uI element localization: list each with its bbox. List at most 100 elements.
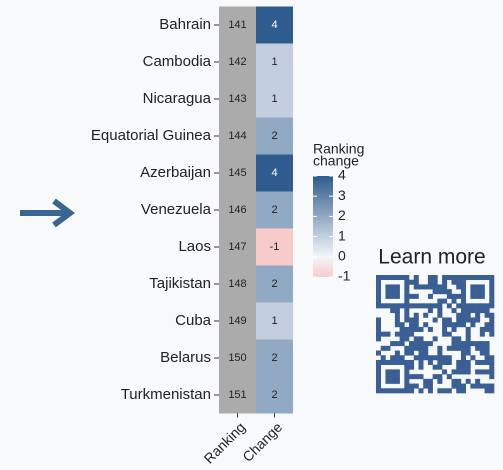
- ranking-cell: [219, 43, 256, 81]
- qr-module: [423, 355, 429, 361]
- qr-module: [456, 336, 462, 342]
- qr-module: [376, 275, 382, 281]
- qr-module: [432, 279, 438, 285]
- qr-module: [484, 312, 490, 318]
- legend-tick-label: 4: [338, 167, 346, 183]
- qr-module: [484, 355, 490, 361]
- qr-module: [489, 359, 495, 365]
- legend-title: change: [313, 153, 359, 169]
- qr-module: [437, 303, 443, 309]
- qr-module: [409, 331, 415, 337]
- qr-module: [489, 369, 495, 375]
- qr-module: [456, 293, 462, 299]
- qr-module: [460, 312, 466, 318]
- qr-module: [385, 284, 391, 290]
- qr-module: [460, 355, 466, 361]
- qr-module: [432, 355, 438, 361]
- ranking-label: 146: [228, 204, 246, 216]
- qr-module: [465, 308, 471, 314]
- qr-module: [446, 374, 452, 380]
- qr-module: [390, 293, 396, 299]
- qr-module: [460, 364, 466, 370]
- qr-module: [456, 312, 462, 318]
- qr-module: [404, 303, 410, 309]
- qr-module: [437, 364, 443, 370]
- qr-module: [451, 279, 457, 285]
- qr-module: [385, 345, 391, 351]
- qr-module: [385, 303, 391, 309]
- qr-module: [489, 312, 495, 318]
- qr-module: [460, 369, 466, 375]
- qr-module: [446, 345, 452, 351]
- y-tick-label: Venezuela: [141, 201, 212, 218]
- qr-module: [418, 326, 424, 332]
- qr-module: [460, 350, 466, 356]
- y-tick-label: Cuba: [175, 312, 212, 329]
- qr-module: [427, 383, 433, 389]
- qr-module: [427, 378, 433, 384]
- qr-module: [376, 383, 382, 389]
- qr-module: [394, 355, 400, 361]
- qr-module: [475, 341, 481, 347]
- qr-module: [446, 275, 452, 281]
- qr-module: [432, 317, 438, 323]
- qr-module: [427, 284, 433, 290]
- qr-module: [489, 326, 495, 332]
- qr-module: [475, 369, 481, 375]
- qr-module: [460, 289, 466, 295]
- qr-module: [475, 303, 481, 309]
- qr-module: [390, 355, 396, 361]
- qr-module: [489, 364, 495, 370]
- qr-module: [413, 322, 419, 328]
- qr-module: [460, 279, 466, 285]
- qr-module: [409, 322, 415, 328]
- qr-module: [442, 298, 448, 304]
- qr-module: [399, 355, 405, 361]
- qr-module: [470, 383, 476, 389]
- ranking-label: 148: [228, 278, 246, 290]
- qr-module: [418, 350, 424, 356]
- qr-module: [479, 293, 485, 299]
- y-tick-label: Laos: [178, 238, 211, 255]
- qr-module: [451, 322, 457, 328]
- qr-module: [442, 359, 448, 365]
- qr-module: [390, 359, 396, 365]
- qr-module: [404, 378, 410, 384]
- qr-module: [475, 275, 481, 281]
- qr-module: [442, 275, 448, 281]
- qr-module: [409, 364, 415, 370]
- ranking-label: 145: [228, 167, 246, 179]
- qr-module: [394, 350, 400, 356]
- qr-module: [418, 341, 424, 347]
- qr-module: [394, 331, 400, 337]
- qr-module: [451, 345, 457, 351]
- qr-module: [394, 374, 400, 380]
- qr-module: [418, 345, 424, 351]
- qr-module: [380, 388, 386, 394]
- qr-module: [437, 312, 443, 318]
- qr-module: [484, 388, 490, 394]
- qr-module: [437, 350, 443, 356]
- qr-module: [470, 275, 476, 281]
- qr-module: [394, 341, 400, 347]
- qr-module: [456, 322, 462, 328]
- qr-module: [475, 378, 481, 384]
- qr-module: [479, 383, 485, 389]
- qr-module: [470, 308, 476, 314]
- qr-module: [437, 345, 443, 351]
- qr-module: [460, 322, 466, 328]
- qr-module: [460, 345, 466, 351]
- qr-module: [409, 303, 415, 309]
- ranking-label: 141: [228, 19, 246, 31]
- y-tick-label: Cambodia: [143, 53, 212, 70]
- change-cell: [256, 191, 293, 229]
- ranking-cell: [219, 376, 256, 414]
- ranking-cell: [219, 80, 256, 118]
- qr-module: [446, 322, 452, 328]
- ranking-label: 151: [228, 389, 246, 401]
- qr-module: [451, 275, 457, 281]
- qr-module: [437, 359, 443, 365]
- qr-module: [442, 369, 448, 375]
- qr-module: [456, 388, 462, 394]
- qr-module: [413, 326, 419, 332]
